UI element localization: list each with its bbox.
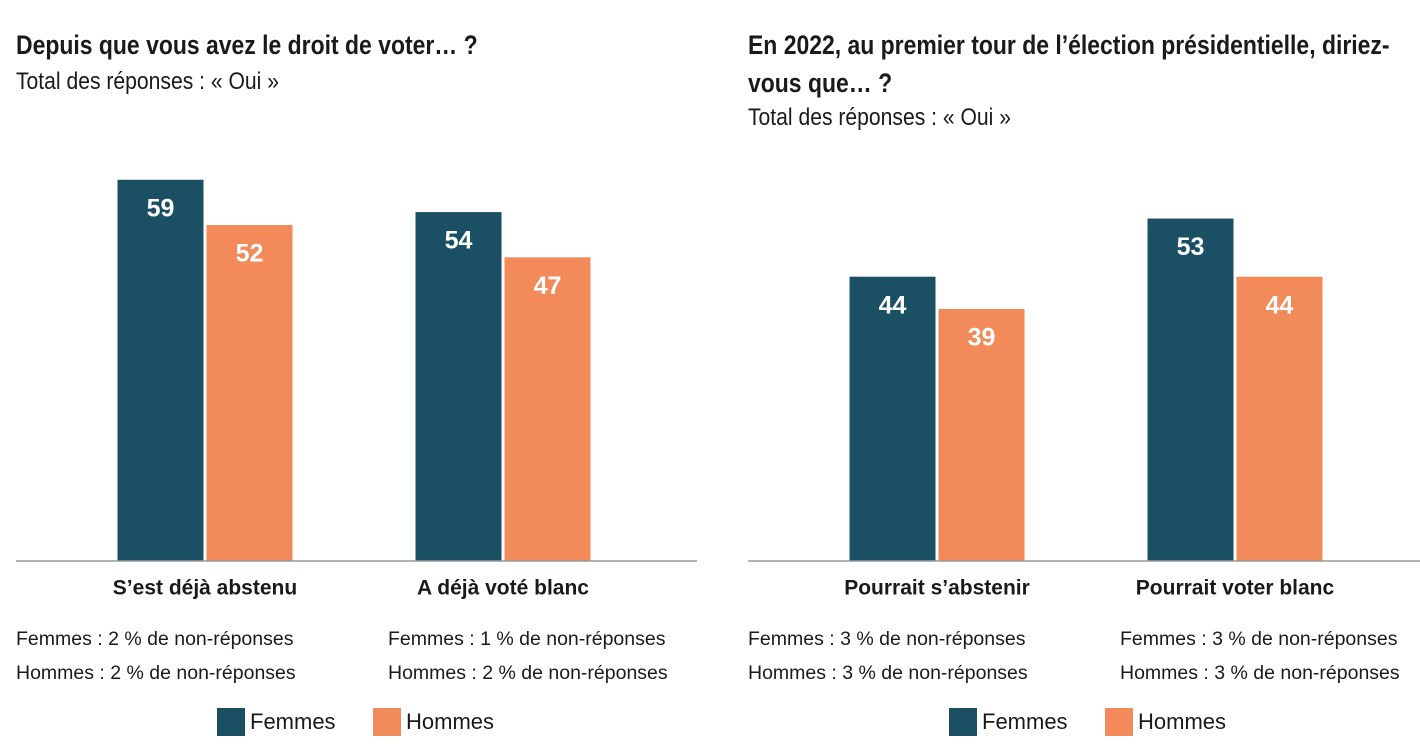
bar: [504, 257, 591, 561]
chart-title: En 2022, au premier tour de l’élection p…: [748, 30, 1390, 98]
data-label: 52: [236, 240, 264, 268]
legend-swatch: [1105, 708, 1133, 736]
note: Femmes : 1 % de non-réponses: [388, 628, 666, 650]
legend-label: Femmes: [250, 709, 336, 734]
bar: [415, 212, 502, 562]
data-label: 54: [445, 227, 473, 255]
category-label: Pourrait s’abstenir: [844, 577, 1030, 600]
data-label: 47: [534, 272, 562, 300]
legend-label: Hommes: [1138, 709, 1226, 734]
note: Hommes : 3 % de non-réponses: [1120, 662, 1400, 684]
data-label: 44: [879, 291, 907, 319]
bar: [1236, 276, 1323, 561]
legend-label: Femmes: [982, 709, 1068, 734]
legend-swatch: [949, 708, 977, 736]
note: Femmes : 3 % de non-réponses: [1120, 628, 1398, 650]
category-label: A déjà voté blanc: [417, 577, 589, 600]
category-label: Pourrait voter blanc: [1136, 577, 1335, 600]
note: Femmes : 2 % de non-réponses: [16, 628, 294, 650]
note: Hommes : 3 % de non-réponses: [748, 662, 1028, 684]
data-label: 53: [1177, 233, 1205, 261]
note: Hommes : 2 % de non-réponses: [388, 662, 668, 684]
data-label: 59: [147, 194, 175, 222]
data-label: 39: [968, 324, 996, 352]
legend-swatch: [373, 708, 401, 736]
chart-title: Depuis que vous avez le droit de voter… …: [16, 30, 478, 60]
bar: [1147, 218, 1234, 562]
legend-swatch: [217, 708, 245, 736]
chart-subtitle: Total des réponses : « Oui »: [748, 104, 1011, 131]
bar: [206, 225, 293, 561]
chart-subtitle: Total des réponses : « Oui »: [16, 68, 279, 95]
note: Hommes : 2 % de non-réponses: [16, 662, 296, 684]
bar: [938, 309, 1025, 561]
bar: [849, 276, 936, 561]
data-label: 44: [1266, 291, 1294, 319]
bar: [117, 179, 204, 561]
note: Femmes : 3 % de non-réponses: [748, 628, 1026, 650]
category-label: S’est déjà abstenu: [113, 577, 297, 600]
legend-label: Hommes: [406, 709, 494, 734]
